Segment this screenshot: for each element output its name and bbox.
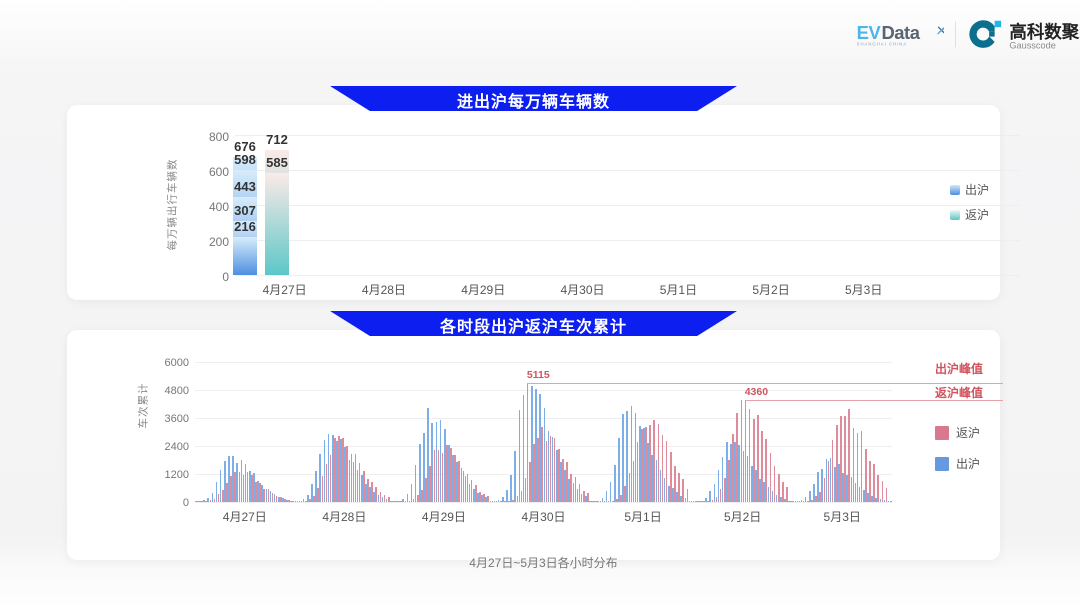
svg-text:SHANGHAI CHINA: SHANGHAI CHINA [857, 42, 908, 47]
svg-text:EV: EV [857, 22, 882, 43]
svg-text:高科数聚: 高科数聚 [1009, 22, 1079, 42]
svg-text:Data: Data [881, 22, 920, 43]
svg-text:Gausscode: Gausscode [1009, 40, 1055, 50]
